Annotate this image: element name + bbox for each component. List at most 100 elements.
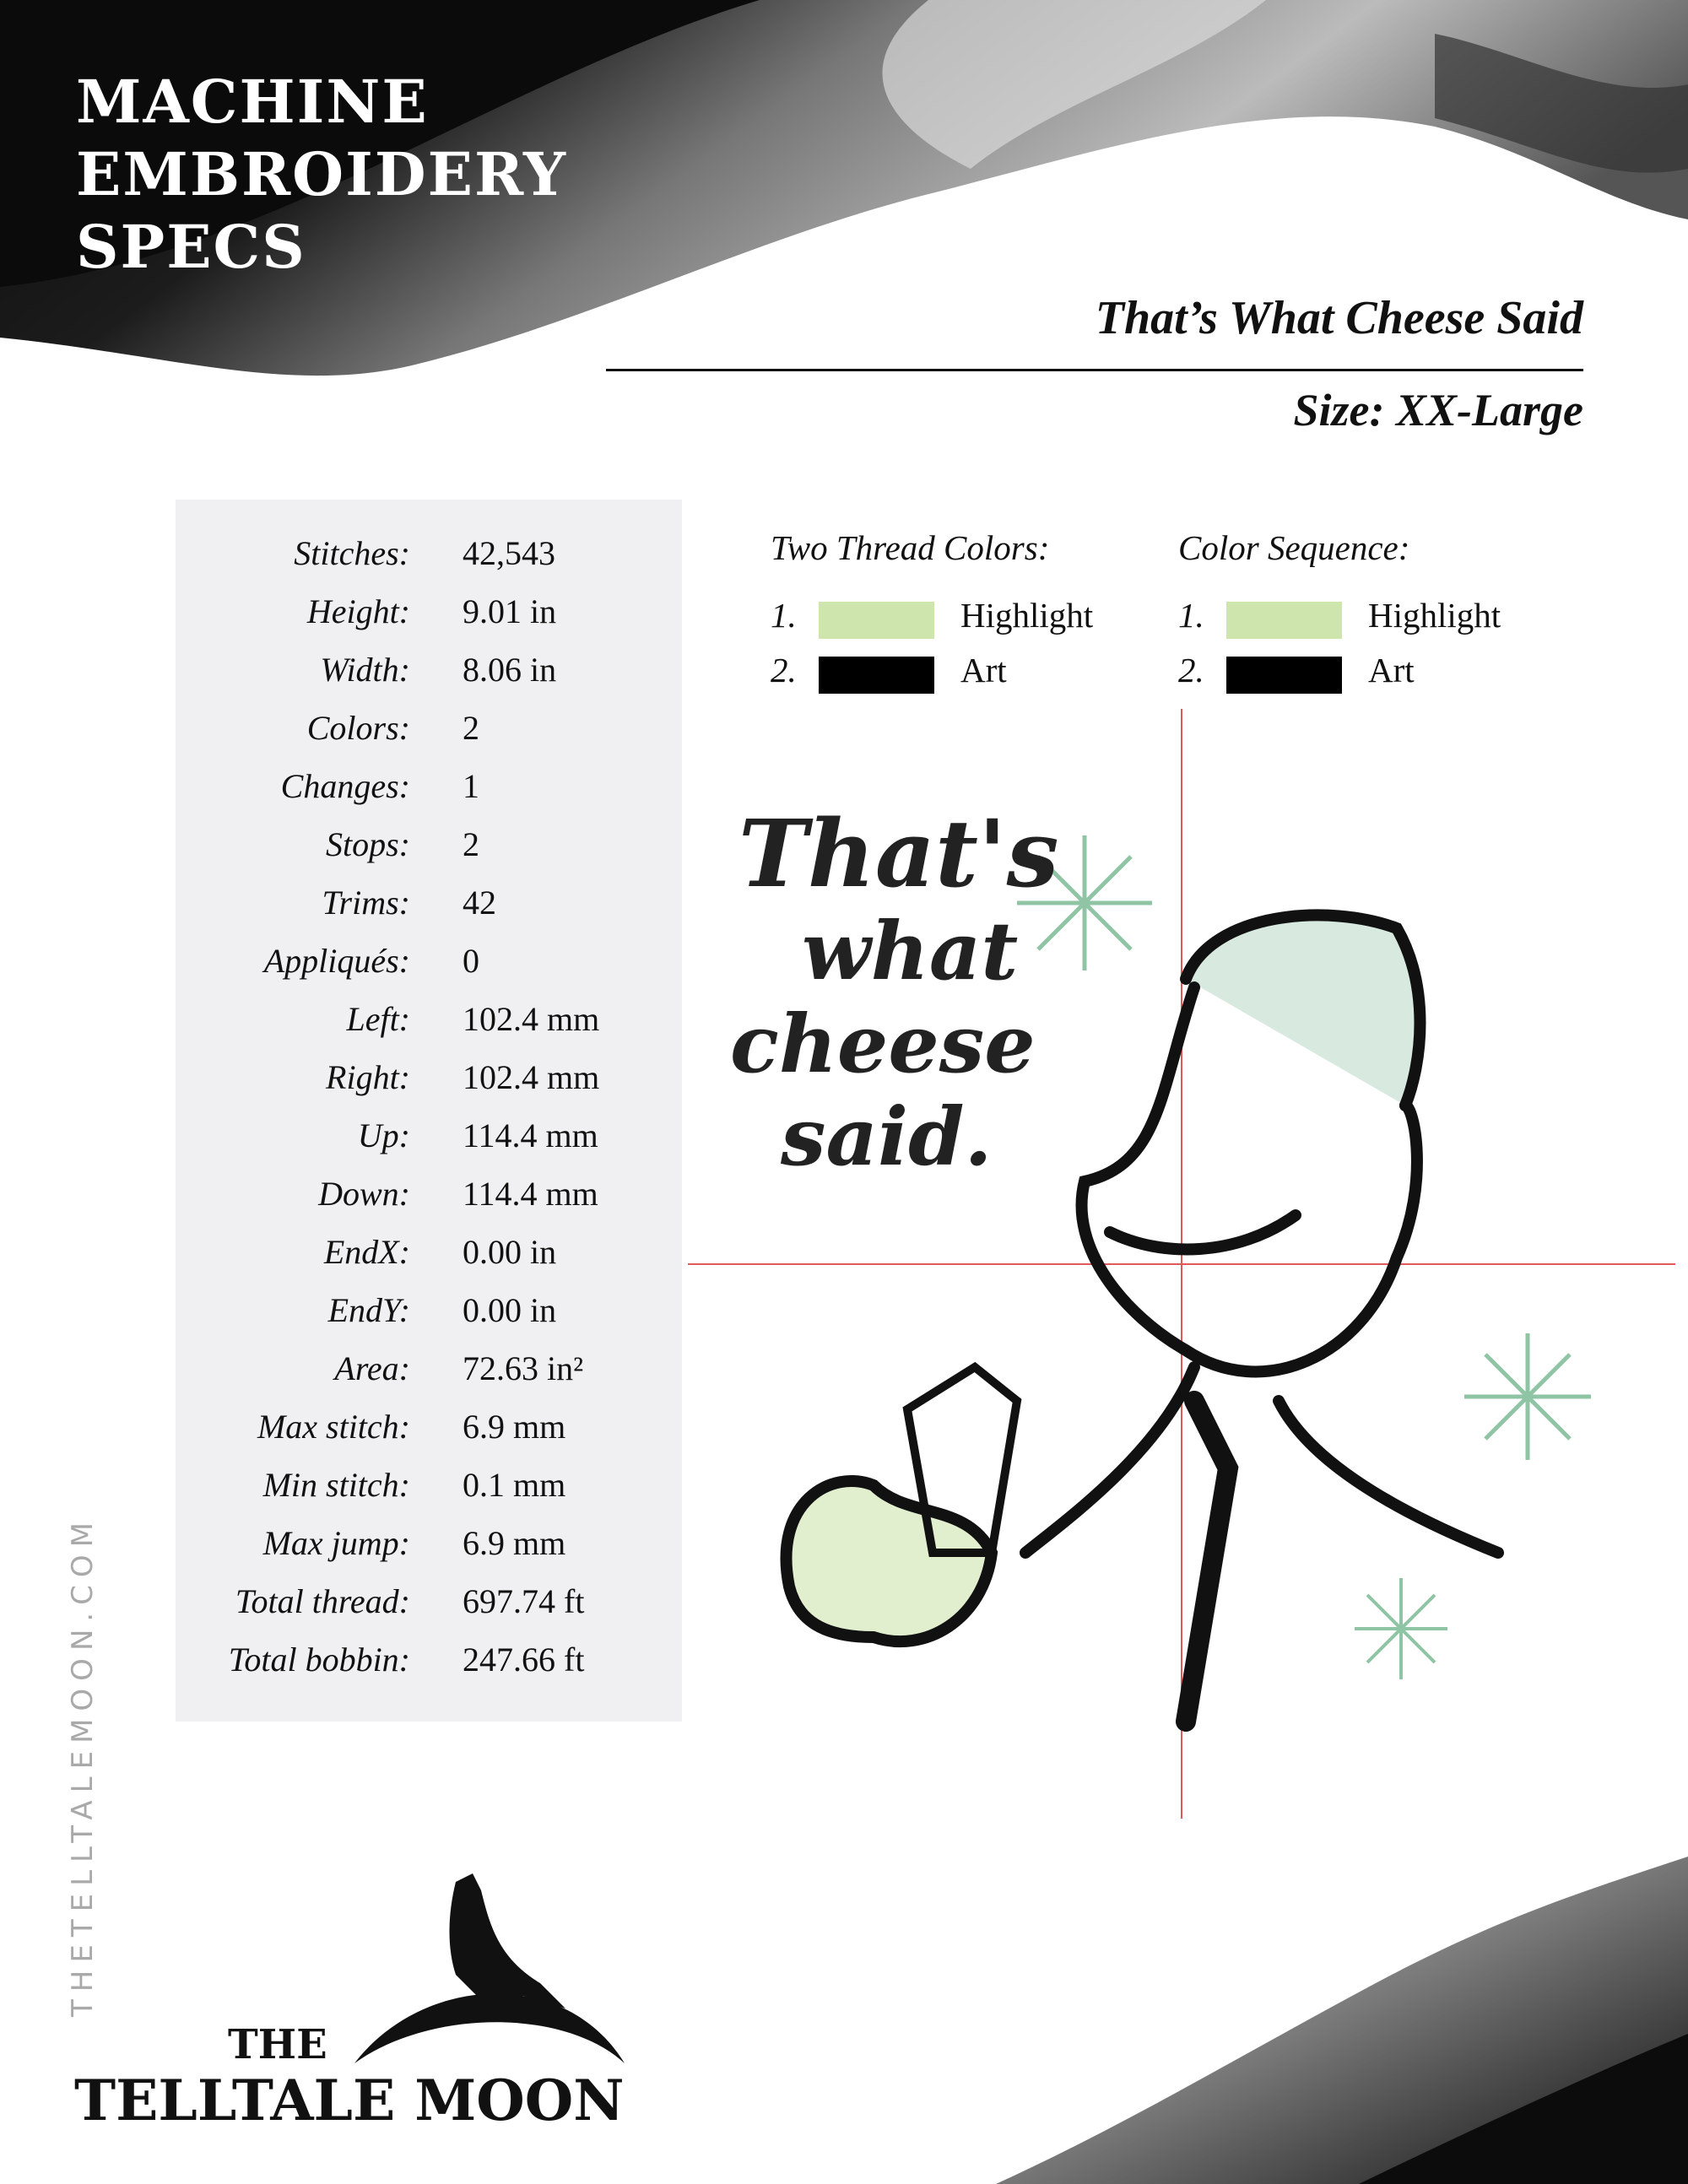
- logo-the: THE: [228, 2021, 327, 2068]
- spec-row: Left: 102.4 mm: [176, 999, 682, 1057]
- title-line: SPECS: [76, 212, 306, 282]
- spec-row: Width: 8.06 in: [176, 650, 682, 708]
- spec-value: 6.9 mm: [463, 1408, 566, 1446]
- specs-panel: Stitches: 42,543 Height: 9.01 in Width: 8.06 …: [176, 500, 682, 1722]
- raven-moon-logo-icon: [354, 1873, 625, 2063]
- color-swatch: [819, 657, 934, 694]
- color-name: Art: [960, 651, 1007, 689]
- spec-row: Changes: 1: [176, 766, 682, 824]
- website-url: THETELLTALEMOON.COM: [66, 1514, 100, 2017]
- spec-label: Max stitch:: [257, 1408, 410, 1446]
- spec-value: 114.4 mm: [463, 1116, 598, 1154]
- artwork-text-line: said.: [780, 1090, 993, 1184]
- spec-row: Stitches: 42,543: [176, 533, 682, 592]
- sequence-item: 1. Highlight: [1178, 595, 1566, 639]
- spec-row: Stops: 2: [176, 824, 682, 883]
- spec-label: Right:: [326, 1058, 410, 1096]
- artwork-text-line: That's: [738, 799, 1059, 908]
- starburst-icon: [1355, 1578, 1447, 1679]
- starburst-icon: [1464, 1333, 1591, 1460]
- character-illustration: [780, 909, 1504, 1732]
- spec-label: Area:: [334, 1349, 410, 1387]
- spec-row: Max stitch: 6.9 mm: [176, 1407, 682, 1465]
- spec-row: Trims: 42: [176, 883, 682, 941]
- spec-label: Min stitch:: [262, 1466, 410, 1504]
- spec-value: 6.9 mm: [463, 1524, 566, 1562]
- spec-label: Appliqués:: [263, 942, 410, 980]
- title-line: EMBROIDERY: [76, 139, 567, 209]
- spec-label: Max jump:: [262, 1524, 410, 1562]
- color-swatch: [1226, 602, 1342, 639]
- spec-value: 0: [463, 942, 479, 980]
- item-number: 1.: [771, 596, 797, 635]
- item-number: 2.: [1178, 651, 1204, 689]
- brush-stroke-decoration-bottom: [996, 1857, 1688, 2184]
- spec-row: Down: 114.4 mm: [176, 1174, 682, 1232]
- color-sequence: Color Sequence: 1. Highlight 2. Art: [1178, 527, 1501, 694]
- spec-row: Total bobbin: 247.66 ft: [176, 1640, 682, 1698]
- title-line: MACHINE: [76, 67, 429, 137]
- color-sequence-heading: Color Sequence:: [1178, 528, 1410, 567]
- spec-value: 42,543: [463, 534, 555, 572]
- spec-value: 8.06 in: [463, 651, 557, 689]
- item-number: 2.: [771, 651, 797, 689]
- logo-name: TELLTALE MOON: [74, 2068, 625, 2133]
- brush-stroke-decoration-top: [0, 0, 1688, 376]
- design-name: That’s What Cheese Said: [1095, 292, 1583, 344]
- starburst-icon: [1017, 835, 1152, 970]
- spec-value: 42: [463, 884, 496, 922]
- spec-value: 0.00 in: [463, 1291, 557, 1329]
- spec-label: Left:: [346, 1000, 410, 1038]
- design-size: Size: XX-Large: [1293, 385, 1584, 435]
- spec-label: Down:: [318, 1175, 410, 1213]
- spec-label: Changes:: [280, 767, 410, 805]
- color-swatch: [819, 602, 934, 639]
- spec-label: Height:: [306, 592, 410, 630]
- spec-label: Stops:: [326, 825, 410, 863]
- spec-label: Colors:: [306, 709, 410, 747]
- spec-label: EndX:: [323, 1233, 410, 1271]
- spec-row: Colors: 2: [176, 708, 682, 766]
- spec-label: EndY:: [327, 1291, 410, 1329]
- spec-value: 102.4 mm: [463, 1058, 600, 1096]
- color-name: Highlight: [960, 596, 1094, 635]
- spec-value: 9.01 in: [463, 592, 557, 630]
- color-name: Highlight: [1368, 596, 1501, 635]
- color-swatch: [1226, 657, 1342, 694]
- spec-value: 2: [463, 709, 479, 747]
- spec-value: 0.00 in: [463, 1233, 557, 1271]
- spec-value: 102.4 mm: [463, 1000, 600, 1038]
- spec-row: Appliqués: 0: [176, 941, 682, 999]
- spec-row: Min stitch: 0.1 mm: [176, 1465, 682, 1523]
- thread-color-item: 1. Highlight: [771, 595, 1159, 639]
- embroidery-preview: That's what cheese said.: [688, 709, 1675, 1819]
- thread-colors-heading: Two Thread Colors:: [771, 528, 1050, 567]
- artwork-text: That's what cheese said.: [730, 799, 1059, 1184]
- spec-value: 247.66 ft: [463, 1641, 585, 1679]
- artwork-text-line: what: [802, 905, 1018, 998]
- thread-colors: Two Thread Colors: 1. Highlight 2. Art: [771, 527, 1093, 694]
- spec-row: Total thread: 697.74 ft: [176, 1581, 682, 1640]
- thread-color-item: 2. Art: [771, 650, 1159, 694]
- spec-row: EndX: 0.00 in: [176, 1232, 682, 1290]
- divider: [606, 369, 1583, 371]
- spec-value: 72.63 in²: [463, 1349, 584, 1387]
- spec-row: EndY: 0.00 in: [176, 1290, 682, 1349]
- sequence-item: 2. Art: [1178, 650, 1566, 694]
- spec-row: Right: 102.4 mm: [176, 1057, 682, 1116]
- item-number: 1.: [1178, 596, 1204, 635]
- spec-value: 1: [463, 767, 479, 805]
- spec-label: Up:: [357, 1116, 410, 1154]
- artwork-text-line: cheese: [730, 997, 1036, 1091]
- spec-row: Max jump: 6.9 mm: [176, 1523, 682, 1581]
- spec-value: 2: [463, 825, 479, 863]
- color-name: Art: [1368, 651, 1415, 689]
- spec-value: 0.1 mm: [463, 1466, 566, 1504]
- spec-label: Stitches:: [294, 534, 410, 572]
- page-title: MACHINE EMBROIDERY SPECS: [76, 66, 567, 284]
- spec-label: Total thread:: [235, 1582, 410, 1620]
- spec-row: Area: 72.63 in²: [176, 1349, 682, 1407]
- spec-label: Trims:: [322, 884, 411, 922]
- spec-row: Height: 9.01 in: [176, 592, 682, 650]
- spec-row: Up: 114.4 mm: [176, 1116, 682, 1174]
